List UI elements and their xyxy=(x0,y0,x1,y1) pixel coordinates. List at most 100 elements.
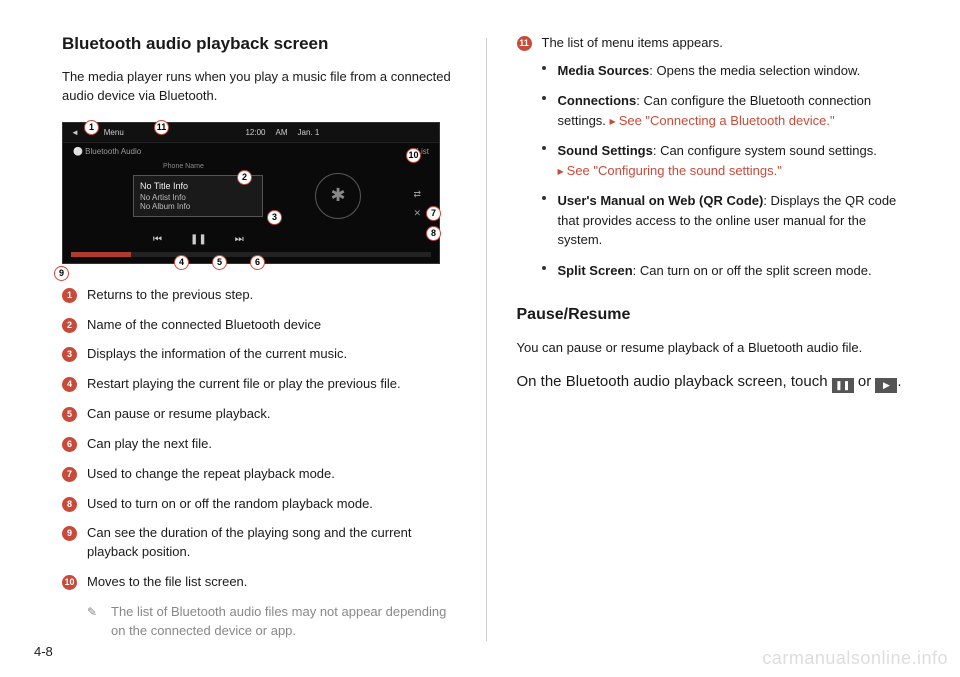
bt-art-icon: ✱ xyxy=(315,173,361,219)
item-text: Restart playing the current file or play… xyxy=(87,375,401,394)
screenshot-figure: 1 11 2 3 4 5 6 7 8 9 10 ◄ ⌂ Menu 12:00 A… xyxy=(62,122,457,264)
list-item: 3 Displays the information of the current… xyxy=(62,345,456,364)
callout-3: 3 xyxy=(267,210,282,225)
bullet-item: Split Screen: Can turn on or off the spl… xyxy=(542,261,911,281)
item-text: Used to turn on or off the random playba… xyxy=(87,495,373,514)
page-number: 4-8 xyxy=(34,644,53,659)
item-text: Moves to the file list screen. xyxy=(87,573,247,592)
shuffle-icon: ✕ xyxy=(413,208,421,219)
callout-list: 1 Returns to the previous step. 2 Name of … xyxy=(62,286,456,641)
callout-4: 4 xyxy=(174,255,189,270)
subsection-title: Pause/Resume xyxy=(517,306,911,324)
note-row: ✎ The list of Bluetooth audio files may … xyxy=(87,603,456,641)
item-text: Name of the connected Bluetooth device xyxy=(87,316,321,335)
item-text: Can pause or resume playback. xyxy=(87,405,271,424)
badge-4: 4 xyxy=(62,377,77,392)
item-text: Displays the information of the current … xyxy=(87,345,347,364)
date: Jan. 1 xyxy=(298,128,320,137)
list-item: 5 Can pause or resume playback. xyxy=(62,405,456,424)
bullet-item: User's Manual on Web (QR Code): Displays… xyxy=(542,191,911,250)
bullet-text: User's Manual on Web (QR Code): Displays… xyxy=(558,191,911,250)
note-text: The list of Bluetooth audio files may no… xyxy=(111,603,456,641)
bullet-dot xyxy=(542,141,548,180)
playback-controls: ⏮ ❚❚ ⏭ xyxy=(153,234,244,245)
ss-row2: ⚪ Bluetooth Audio ≡ List xyxy=(63,143,439,161)
badge-7: 7 xyxy=(62,467,77,482)
ss-topbar: ◄ ⌂ Menu 12:00 AM Jan. 1 xyxy=(63,123,439,143)
bullet-dot xyxy=(542,191,548,250)
artist-info: No Artist Info xyxy=(140,193,256,202)
list-item: 10 Moves to the file list screen. xyxy=(62,573,456,592)
item-text: Returns to the previous step. xyxy=(87,286,253,305)
callout-10: 10 xyxy=(406,148,421,163)
pause-button-icon: ❚❚ xyxy=(832,378,854,393)
bullet-item: Media Sources: Opens the media selection… xyxy=(542,61,911,81)
device-screenshot: ◄ ⌂ Menu 12:00 AM Jan. 1 ⚪ Bluetooth Aud… xyxy=(62,122,440,264)
bullet-text: Connections: Can configure the Bluetooth… xyxy=(558,91,911,130)
back-icon: ◄ xyxy=(71,128,79,137)
item-text: Can play the next file. xyxy=(87,435,212,454)
badge-11: 11 xyxy=(517,36,532,51)
prev-icon: ⏮ xyxy=(153,234,162,245)
list-item: 6 Can play the next file. xyxy=(62,435,456,454)
column-divider xyxy=(486,38,487,641)
list-item: 4 Restart playing the current file or pla… xyxy=(62,375,456,394)
callout-9: 9 xyxy=(54,266,69,281)
bullet-dot xyxy=(542,91,548,130)
list-item: 9 Can see the duration of the playing son… xyxy=(62,524,456,562)
callout-2: 2 xyxy=(237,170,252,185)
right-column: 11 The list of menu items appears. Media… xyxy=(517,34,911,641)
callout-6: 6 xyxy=(250,255,265,270)
see-link[interactable]: See "Configuring the sound settings." xyxy=(558,163,782,178)
badge-2: 2 xyxy=(62,318,77,333)
badge-8: 8 xyxy=(62,497,77,512)
list-item: 2 Name of the connected Bluetooth device xyxy=(62,316,456,335)
repeat-icon: ⇄ xyxy=(413,189,421,200)
progress-bar xyxy=(71,252,431,257)
left-column: Bluetooth audio playback screen The medi… xyxy=(62,34,456,641)
ampm: AM xyxy=(276,128,288,137)
watermark: carmanualsonline.info xyxy=(762,648,948,669)
mode-icons: ⇄ ✕ xyxy=(413,189,421,219)
callout-1: 1 xyxy=(84,120,99,135)
bullet-item: Connections: Can configure the Bluetooth… xyxy=(542,91,911,130)
pause-icon: ❚❚ xyxy=(190,234,207,245)
play-button-icon: ▶ xyxy=(875,378,897,393)
item-text: The list of menu items appears. xyxy=(542,34,723,53)
callout-7: 7 xyxy=(426,206,441,221)
list-item: 8 Used to turn on or off the random playb… xyxy=(62,495,456,514)
badge-3: 3 xyxy=(62,347,77,362)
source-label: ⚪ Bluetooth Audio xyxy=(73,147,141,156)
badge-9: 9 xyxy=(62,526,77,541)
bullet-dot xyxy=(542,261,548,281)
clock: 12:00 xyxy=(245,128,265,137)
badge-1: 1 xyxy=(62,288,77,303)
badge-6: 6 xyxy=(62,437,77,452)
menu-bullets: Media Sources: Opens the media selection… xyxy=(542,61,911,281)
section-title: Bluetooth audio playback screen xyxy=(62,34,456,54)
bullet-text: Split Screen: Can turn on or off the spl… xyxy=(558,261,872,281)
callout-11: 11 xyxy=(154,120,169,135)
bullet-dot xyxy=(542,61,548,81)
menu-label: Menu xyxy=(104,128,124,137)
instruction-text: On the Bluetooth audio playback screen, … xyxy=(517,370,911,394)
pencil-icon: ✎ xyxy=(87,604,101,641)
list-item: 1 Returns to the previous step. xyxy=(62,286,456,305)
badge-5: 5 xyxy=(62,407,77,422)
badge-10: 10 xyxy=(62,575,77,590)
item-text: Used to change the repeat playback mode. xyxy=(87,465,335,484)
bullet-text: Sound Settings: Can configure system sou… xyxy=(558,141,877,180)
intro-text: The media player runs when you play a mu… xyxy=(62,68,456,106)
phone-name: Phone Name xyxy=(163,163,204,170)
bullet-text: Media Sources: Opens the media selection… xyxy=(558,61,861,81)
next-icon: ⏭ xyxy=(235,234,244,245)
list-item: 11 The list of menu items appears. xyxy=(517,34,911,53)
list-item: 7 Used to change the repeat playback mode… xyxy=(62,465,456,484)
item-text: Can see the duration of the playing song… xyxy=(87,524,456,562)
callout-8: 8 xyxy=(426,226,441,241)
page-columns: Bluetooth audio playback screen The medi… xyxy=(0,0,960,641)
bullet-item: Sound Settings: Can configure system sou… xyxy=(542,141,911,180)
album-info: No Album Info xyxy=(140,202,256,211)
see-link[interactable]: See "Connecting a Bluetooth device." xyxy=(610,113,835,128)
callout-5: 5 xyxy=(212,255,227,270)
